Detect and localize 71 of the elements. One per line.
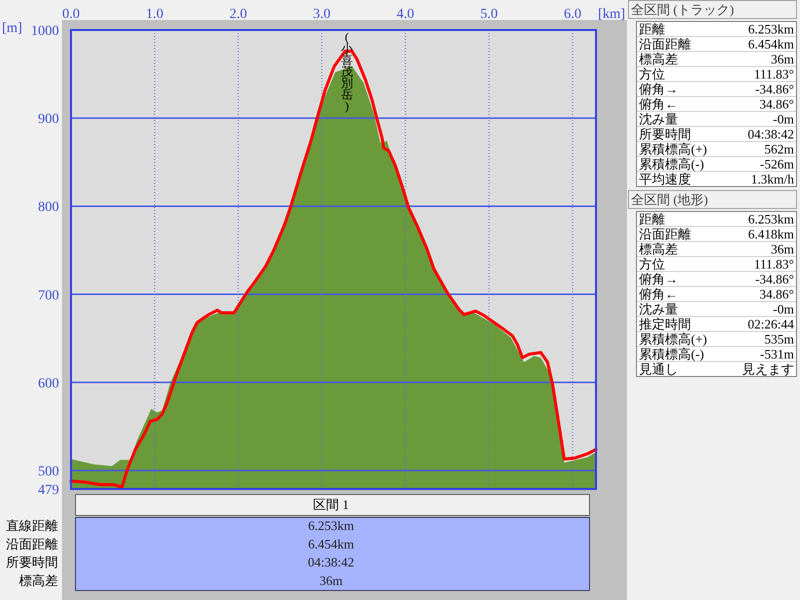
- text: 所要時間: [639, 126, 691, 142]
- text: 6.253km: [748, 212, 794, 226]
- text: 平均速度: [639, 172, 691, 186]
- text: 標高差: [639, 52, 678, 66]
- text: 全区間 (トラック): [631, 2, 734, 17]
- text: -34.86°: [755, 272, 794, 286]
- text: 累積標高(-): [639, 346, 704, 362]
- text: 沈み量: [639, 112, 678, 126]
- text: 34.86°: [760, 286, 794, 302]
- text: 沈み量: [639, 302, 678, 316]
- y-tick-label: 600: [38, 376, 59, 392]
- text: -526m: [760, 156, 794, 172]
- text: 04:38:42: [308, 554, 354, 570]
- text: 方位: [639, 256, 665, 272]
- text: 区間 1: [313, 497, 349, 512]
- text: 推定時間: [639, 316, 691, 332]
- text: 34.86°: [760, 96, 794, 112]
- text: 俯角→: [639, 82, 678, 96]
- y-tick-label: 800: [38, 200, 59, 216]
- text: 累積標高(+): [639, 142, 707, 156]
- text: 111.83°: [754, 66, 794, 82]
- x-tick-label: 4.0: [396, 7, 414, 22]
- x-tick-label: 5.0: [480, 7, 498, 22]
- text: 02:26:44: [748, 316, 794, 332]
- text: 6.418km: [748, 226, 794, 242]
- text: 直線距離: [6, 518, 58, 533]
- text: 俯角→: [639, 272, 678, 286]
- text: 俯角←: [639, 96, 678, 112]
- text: -34.86°: [755, 82, 794, 96]
- text: 36m: [770, 52, 794, 66]
- text: -531m: [760, 346, 794, 362]
- text: 535m: [764, 332, 794, 346]
- text: 562m: [764, 142, 794, 156]
- y-tick-label: 700: [38, 288, 59, 304]
- text: 沿面距離: [639, 36, 691, 52]
- text: 距離: [639, 212, 665, 226]
- text: 6.454km: [748, 36, 794, 52]
- text: 04:38:42: [748, 126, 794, 142]
- text: 1.3km/h: [751, 172, 794, 186]
- text: 所要時間: [6, 554, 58, 570]
- text: 6.253km: [308, 518, 354, 533]
- x-tick-label: 1.0: [146, 7, 164, 22]
- text: 全区間 (地形): [631, 192, 708, 207]
- text: 標高差: [639, 242, 678, 256]
- x-tick-label: 3.0: [313, 7, 331, 22]
- text: 6.253km: [748, 22, 794, 36]
- text: 6.454km: [308, 536, 354, 552]
- text: 36m: [319, 572, 343, 588]
- text: 累積標高(+): [639, 332, 707, 346]
- text: 累積標高(-): [639, 156, 704, 172]
- text: 沿面距離: [639, 226, 691, 242]
- x-tick-label: 0.0: [62, 7, 80, 22]
- y-tick-label: 479: [38, 483, 59, 498]
- text: 見通し: [639, 362, 678, 376]
- x-tick-label: 2.0: [229, 7, 247, 22]
- text: 標高差: [19, 572, 58, 588]
- x-axis-title: [km]: [598, 7, 626, 22]
- y-tick-label: 900: [38, 112, 59, 128]
- text: 111.83°: [754, 256, 794, 272]
- y-axis-title: [m]: [2, 21, 22, 36]
- text: 36m: [770, 242, 794, 256]
- text: 方位: [639, 66, 665, 82]
- text: -0m: [773, 302, 794, 316]
- x-tick-label: 6.0: [564, 7, 582, 22]
- y-tick-label: 1000: [31, 24, 59, 39]
- text: 見えます: [742, 362, 794, 376]
- text: 沿面距離: [6, 536, 58, 552]
- text: -0m: [773, 112, 794, 126]
- text: 距離: [639, 22, 665, 36]
- text: 俯角←: [639, 286, 678, 302]
- y-tick-label: 500: [38, 464, 59, 480]
